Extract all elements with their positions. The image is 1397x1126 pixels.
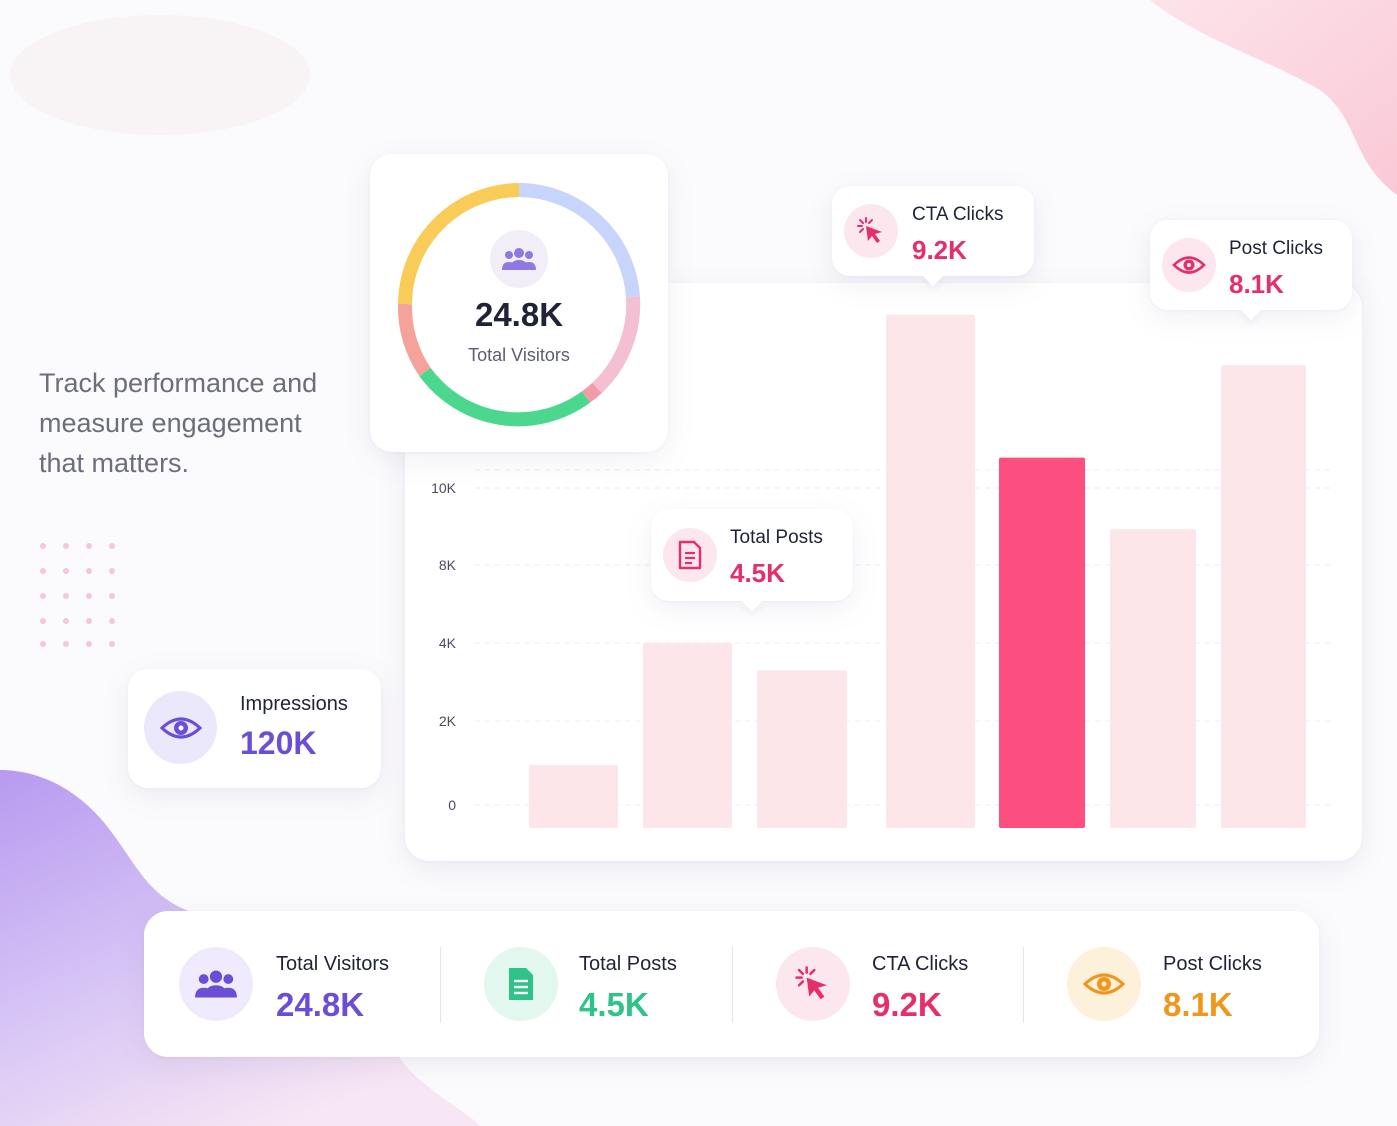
y-tick-label: 8K bbox=[439, 557, 457, 573]
y-tick-label: 0 bbox=[448, 797, 456, 813]
bar[interactable] bbox=[1110, 529, 1196, 828]
post-clicks-callout-label: Post Clicks bbox=[1229, 238, 1323, 259]
summary-stats-bar: Total Visitors 24.8K Total Posts 4.5K bbox=[144, 911, 1319, 1057]
stat-cta-clicks: CTA Clicks 9.2K bbox=[740, 911, 1025, 1057]
cursor-click-icon bbox=[776, 947, 850, 1021]
impressions-label: Impressions bbox=[240, 693, 348, 715]
y-tick-label: 2K bbox=[439, 713, 457, 729]
stat-post-clicks-value: 8.1K bbox=[1163, 986, 1233, 1023]
stat-cta-clicks-label: CTA Clicks bbox=[872, 953, 969, 975]
post-clicks-callout-value: 8.1K bbox=[1229, 269, 1284, 299]
stat-total-visitors-value: 24.8K bbox=[276, 986, 365, 1023]
eye-icon bbox=[1162, 238, 1216, 292]
y-tick-label: 4K bbox=[439, 635, 457, 651]
total-visitors-value: 24.8K bbox=[474, 296, 564, 333]
impressions-value: 120K bbox=[240, 725, 317, 761]
cursor-click-icon bbox=[844, 204, 898, 258]
stat-post-clicks: Post Clicks 8.1K bbox=[1031, 911, 1316, 1057]
stat-cta-clicks-value: 9.2K bbox=[872, 986, 942, 1023]
post-clicks-callout: Post Clicks 8.1K bbox=[1150, 220, 1352, 321]
eye-icon bbox=[144, 691, 217, 764]
stat-total-posts: Total Posts 4.5K bbox=[447, 911, 732, 1057]
users-icon bbox=[490, 230, 548, 288]
stat-total-visitors-label: Total Visitors bbox=[276, 953, 390, 975]
bar-highlighted[interactable] bbox=[999, 457, 1085, 828]
stat-total-visitors: Total Visitors 24.8K bbox=[144, 911, 439, 1057]
bar[interactable] bbox=[643, 642, 732, 828]
impressions-card: Impressions 120K bbox=[128, 669, 381, 788]
bar[interactable] bbox=[1221, 365, 1306, 828]
total-visitors-donut-card: 24.8K Total Visitors bbox=[370, 154, 668, 452]
cta-clicks-callout: CTA Clicks 9.2K bbox=[832, 186, 1034, 287]
total-posts-callout-value: 4.5K bbox=[730, 558, 785, 588]
stat-total-posts-value: 4.5K bbox=[579, 986, 649, 1023]
document-icon bbox=[663, 528, 717, 582]
stat-total-posts-label: Total Posts bbox=[579, 953, 677, 975]
eye-icon bbox=[1067, 947, 1141, 1021]
users-icon bbox=[179, 947, 253, 1021]
bar[interactable] bbox=[757, 670, 847, 828]
y-tick-label: 10K bbox=[431, 480, 457, 496]
document-icon bbox=[484, 947, 558, 1021]
total-posts-callout: Total Posts 4.5K bbox=[651, 509, 853, 612]
total-visitors-label: Total Visitors bbox=[468, 345, 570, 365]
stat-post-clicks-label: Post Clicks bbox=[1163, 953, 1262, 975]
tagline-text: Track performance and measure engagement… bbox=[39, 368, 318, 478]
dot-grid-decoration bbox=[40, 543, 115, 647]
cta-clicks-callout-label: CTA Clicks bbox=[912, 204, 1004, 225]
bar[interactable] bbox=[886, 314, 975, 828]
bar[interactable] bbox=[529, 764, 618, 828]
cta-clicks-callout-value: 9.2K bbox=[912, 235, 967, 265]
bar-chart: 0 2K 4K 8K 10K bbox=[431, 314, 1335, 828]
total-posts-callout-label: Total Posts bbox=[730, 527, 823, 548]
visitors-donut-ring bbox=[397, 183, 641, 427]
